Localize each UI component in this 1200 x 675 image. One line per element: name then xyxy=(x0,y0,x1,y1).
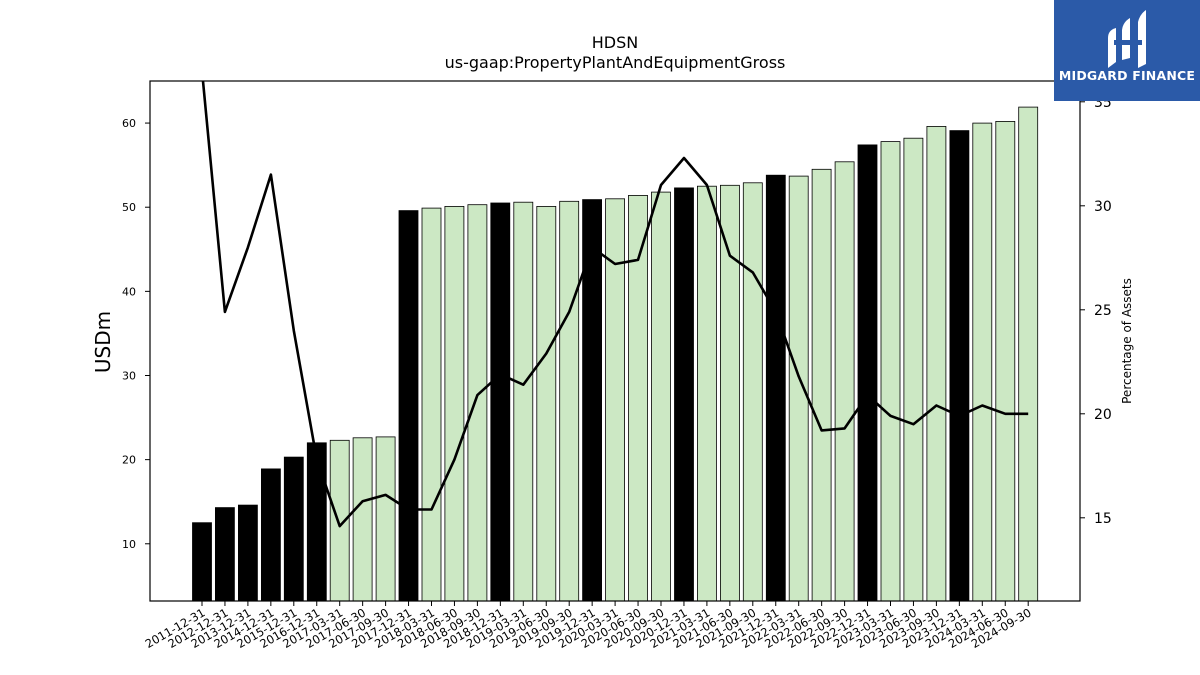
bar-2018-12-31 xyxy=(490,202,511,602)
bar-2017-12-31 xyxy=(398,210,419,602)
line-series xyxy=(201,81,1029,528)
y-axis-label: USDm xyxy=(91,311,115,373)
chart-title: HDSN xyxy=(592,33,638,52)
bar-2022-03-31 xyxy=(788,175,809,602)
logo-mark-icon xyxy=(1108,10,1146,68)
bar-2018-06-30 xyxy=(444,205,465,602)
bar-2016-12-31 xyxy=(306,442,327,602)
y-tick-label: 30 xyxy=(122,369,136,382)
y2-tick-label: 20 xyxy=(1094,407,1112,423)
x-axis: 2011-12-312012-12-312013-12-312014-12-31… xyxy=(143,601,1034,651)
bar-2021-06-30 xyxy=(720,184,740,602)
percentage-of-assets-line xyxy=(201,81,1029,528)
y2-axis-label: Percentage of Assets xyxy=(1120,278,1134,404)
bar-series xyxy=(192,106,1039,602)
y-tick-label: 40 xyxy=(122,285,136,298)
logo-text: MIDGARD FINANCE xyxy=(1058,68,1196,83)
bar-2017-06-30 xyxy=(352,437,373,602)
y2-tick-label: 30 xyxy=(1094,199,1112,215)
bar-2015-12-31 xyxy=(283,456,304,602)
bar-2018-09-30 xyxy=(467,204,488,602)
bar-2021-12-31 xyxy=(765,174,786,602)
bar-2023-09-30 xyxy=(926,126,947,602)
bar-2021-09-30 xyxy=(742,182,763,602)
y-tick-label: 50 xyxy=(122,201,136,214)
brand-logo: MIDGARD FINANCE xyxy=(1054,0,1200,101)
chart-subtitle: us-gaap:PropertyPlantAndEquipmentGross xyxy=(445,53,786,72)
y-tick-label: 20 xyxy=(122,454,136,467)
bar-2023-06-30 xyxy=(903,137,924,602)
y2-tick-label: 25 xyxy=(1094,303,1112,319)
bar-2019-03-31 xyxy=(513,201,534,602)
y-tick-label: 10 xyxy=(122,538,136,551)
bar-2012-12-31 xyxy=(214,507,235,602)
bar-2018-03-31 xyxy=(421,207,442,602)
bar-2013-12-31 xyxy=(237,504,258,602)
bar-2022-06-30 xyxy=(811,168,832,602)
bar-2011-12-31 xyxy=(192,522,212,602)
bar-2020-09-30 xyxy=(651,191,671,602)
bar-2021-03-31 xyxy=(697,185,717,602)
y-tick-label: 60 xyxy=(122,117,136,130)
bar-2020-12-31 xyxy=(674,187,694,602)
bar-2024-06-30 xyxy=(995,121,1016,602)
bar-2022-12-31 xyxy=(857,144,878,602)
y2-tick-label: 15 xyxy=(1094,511,1112,527)
bar-2014-12-31 xyxy=(260,468,281,602)
bar-2017-09-30 xyxy=(375,436,396,602)
bar-2019-12-31 xyxy=(582,199,602,602)
bar-2024-09-30 xyxy=(1018,106,1039,602)
bar-2019-09-30 xyxy=(559,200,580,602)
bar-2019-06-30 xyxy=(536,205,557,602)
bar-2023-03-31 xyxy=(880,141,901,602)
bar-2023-12-31 xyxy=(949,130,970,602)
bar-2022-09-30 xyxy=(834,161,855,602)
bar-2024-03-31 xyxy=(972,122,993,602)
y-axis-left: 10 20 30 40 50 60 xyxy=(122,117,150,551)
